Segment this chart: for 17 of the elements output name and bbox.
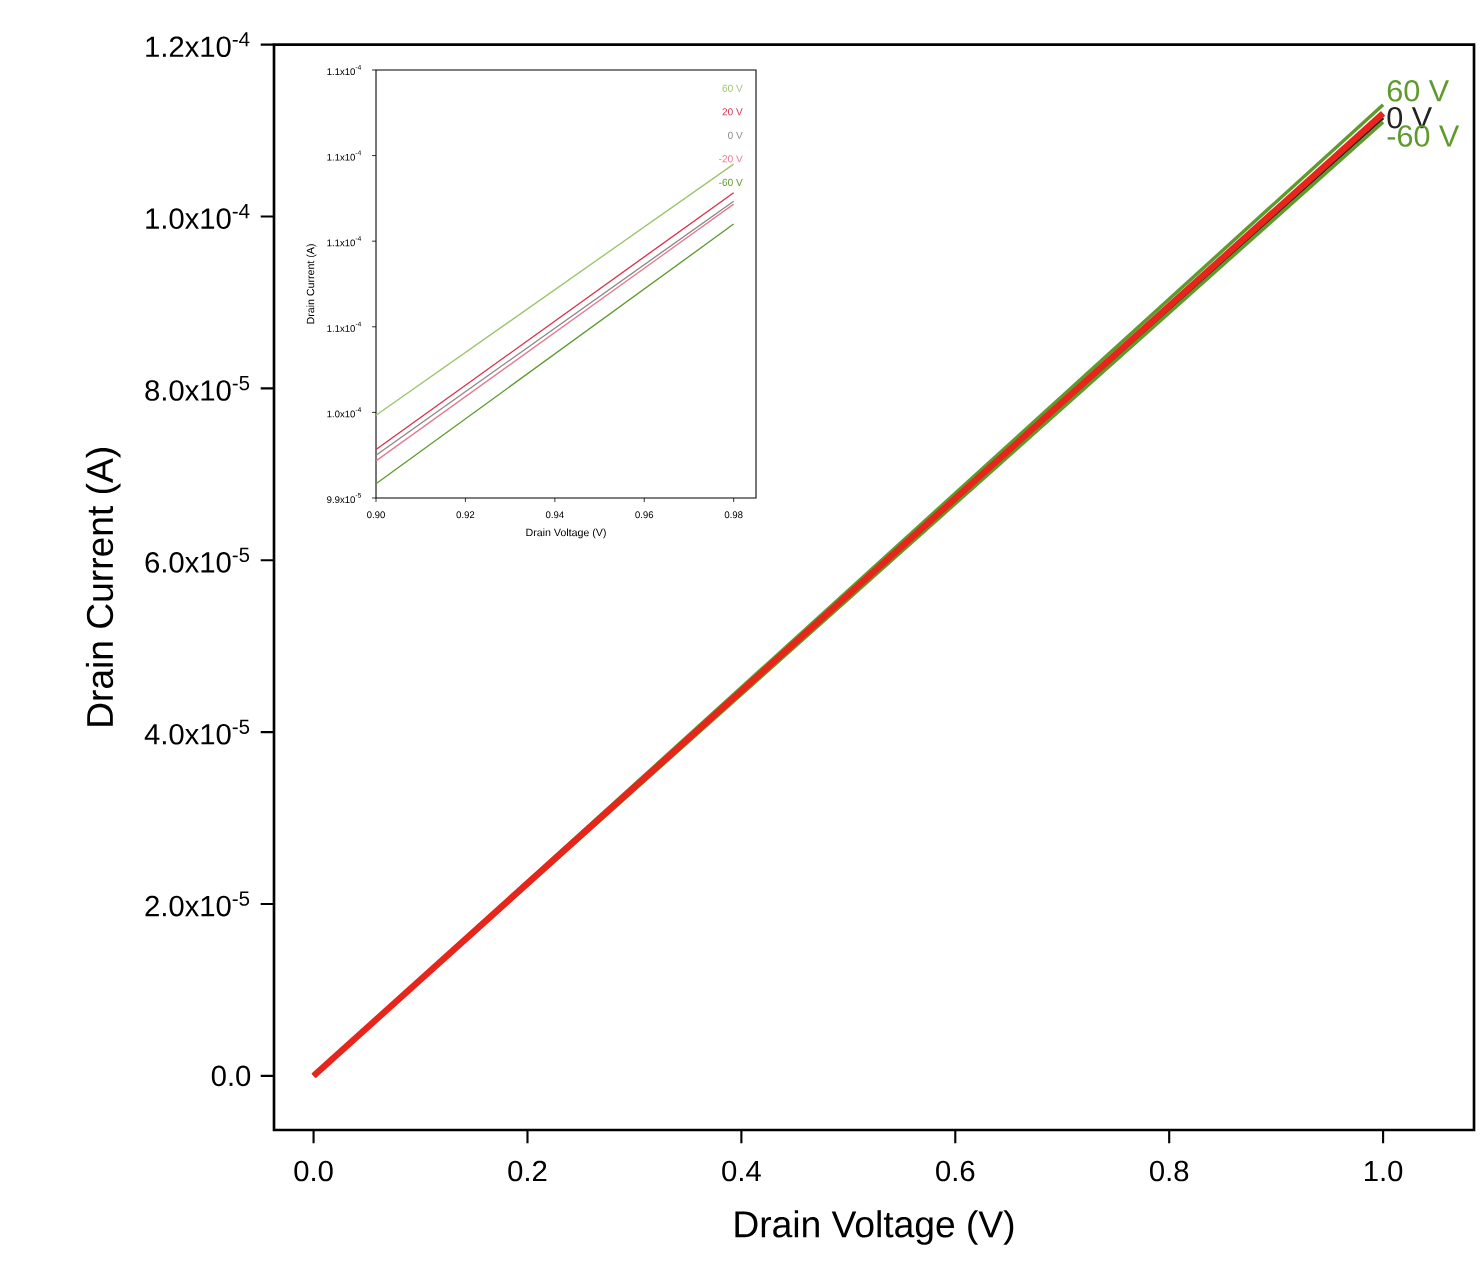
x-tick-label: 1.0 bbox=[1365, 1160, 1403, 1182]
y-tick-label: 0.0 bbox=[211, 1065, 251, 1087]
y-tick-label: 4.0x10$^{-5}$ bbox=[144, 719, 250, 745]
y-tick-label: 1.0x10$^{-4}$ bbox=[146, 204, 250, 229]
y-tick-label: 2.0x10$^{-5}$ bbox=[145, 891, 250, 917]
y-tick-label: 8.0x10$^{-5}$ bbox=[145, 375, 250, 401]
x-tick-label: 0.6 bbox=[936, 1160, 975, 1182]
x-tick-label: 0.8 bbox=[1150, 1160, 1189, 1182]
x-tick-label: 0.4 bbox=[722, 1160, 761, 1182]
x-axis-title: Drain Voltage (V) bbox=[735, 1210, 1014, 1245]
series-label: 60 V bbox=[1387, 79, 1449, 102]
x-tick-label: 0.0 bbox=[294, 1160, 333, 1182]
y-tick-label: 6.0x10$^{-5}$ bbox=[145, 547, 250, 573]
y-tick-label: 1.2x10$^{-4}$ bbox=[146, 32, 250, 58]
series-label: -60 V bbox=[1387, 125, 1460, 147]
x-tick-label: 0.2 bbox=[508, 1160, 547, 1182]
y-axis-title: Drain Current (A) bbox=[85, 448, 121, 726]
